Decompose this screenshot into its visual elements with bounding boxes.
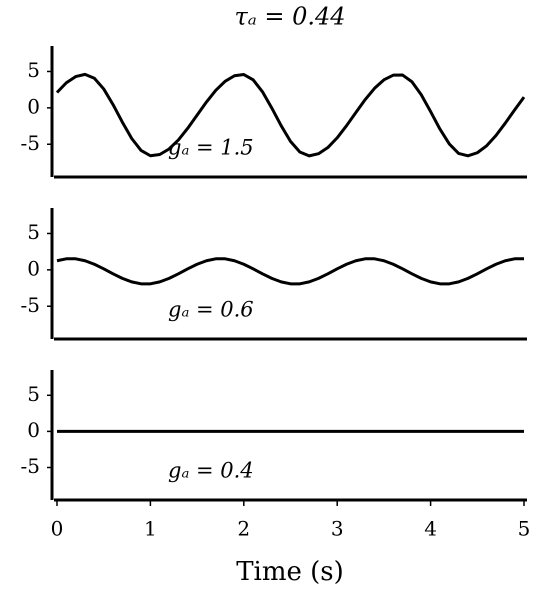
y-tick-label: 5: [27, 58, 40, 82]
x-tick-label: 0: [51, 517, 64, 541]
x-tick-label: 3: [331, 517, 344, 541]
y-tick-label: 5: [27, 382, 40, 406]
y-tick-label: -5: [21, 131, 40, 155]
annotation: gₐ = 1.5: [168, 136, 254, 160]
y-tick-label: 0: [27, 418, 40, 442]
series-line: [56, 257, 524, 286]
y-tick-label: 0: [27, 256, 40, 280]
annotation: gₐ = 0.6: [168, 298, 254, 322]
x-tick-label: 1: [144, 517, 157, 541]
y-tick-label: 0: [27, 94, 40, 118]
chart-title: τₐ = 0.44: [234, 3, 345, 31]
annotation: gₐ = 0.4: [168, 459, 254, 483]
x-axis-label: Time (s): [236, 557, 344, 587]
x-tick-label: 4: [424, 517, 437, 541]
y-tick-label: -5: [21, 454, 40, 478]
y-tick-label: 5: [27, 220, 40, 244]
y-tick-label: -5: [21, 293, 40, 317]
x-tick-label: 5: [518, 517, 531, 541]
x-tick-label: 2: [237, 517, 250, 541]
series-line: [55, 72, 526, 158]
